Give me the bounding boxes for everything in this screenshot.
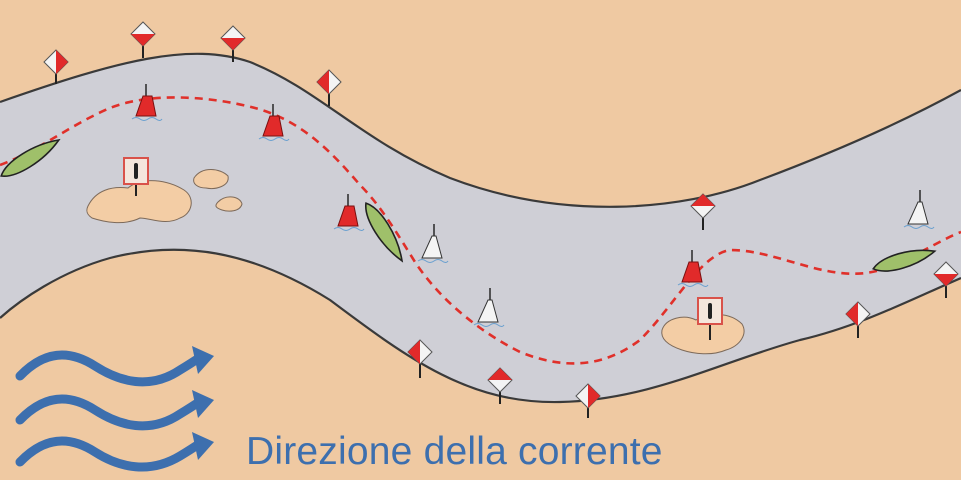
white-cone-buoy-icon	[421, 235, 443, 259]
red-cone-buoy-icon	[337, 205, 359, 227]
bank-marker-5	[690, 193, 716, 230]
bank-marker-9	[845, 301, 871, 338]
diamond-marker-icon	[690, 193, 716, 219]
white-buoy-1	[417, 224, 449, 263]
island-icon	[215, 196, 243, 212]
diamond-marker-icon	[845, 301, 871, 327]
island-icon	[193, 169, 229, 189]
island-icon	[86, 180, 192, 224]
river-bank-upper	[0, 52, 961, 208]
obstacle-sign-right	[697, 297, 723, 340]
current-arrows	[15, 346, 214, 472]
boat-icon	[0, 138, 61, 177]
diamond-marker-icon	[933, 261, 959, 287]
island-icon	[661, 314, 745, 355]
diamond-marker-icon	[130, 21, 156, 47]
diamond-marker-icon	[575, 383, 601, 409]
bank-marker-7	[487, 367, 513, 404]
diamond-marker-icon	[220, 25, 246, 51]
island-left	[86, 169, 243, 224]
red-cone-buoy-icon	[135, 95, 157, 117]
red-cone-buoy-icon	[262, 115, 284, 137]
boat-icon	[872, 249, 937, 272]
obstacle-sign-icon	[697, 297, 723, 325]
wave-arrow-icon	[15, 390, 214, 431]
current-direction-label: Direzione della corrente	[246, 430, 663, 473]
red-buoy-4	[677, 250, 709, 287]
river-bank-lower	[0, 248, 961, 404]
diamond-marker-icon	[487, 367, 513, 393]
boat-right	[872, 249, 937, 272]
obstacle-sign-left	[123, 157, 149, 196]
white-cone-buoy-icon	[477, 299, 499, 323]
red-buoy-3	[333, 194, 365, 231]
diamond-marker-icon	[43, 49, 69, 75]
red-buoy-1	[131, 84, 163, 121]
red-cone-buoy-icon	[681, 261, 703, 283]
bank-marker-10	[933, 261, 959, 298]
white-buoy-3	[903, 190, 935, 229]
bank-marker-1	[43, 49, 69, 84]
diamond-marker-icon	[316, 69, 342, 95]
wave-arrow-icon	[15, 432, 214, 472]
bank-marker-3	[220, 25, 246, 62]
boat-left	[0, 138, 61, 177]
island-right	[661, 314, 745, 355]
bank-marker-6	[407, 339, 433, 378]
bank-marker-8	[575, 383, 601, 418]
white-cone-buoy-icon	[907, 201, 929, 225]
boat-icon	[365, 202, 404, 263]
boat-middle	[365, 202, 404, 263]
diamond-marker-icon	[407, 339, 433, 365]
white-buoy-2	[473, 288, 505, 327]
bank-marker-2	[130, 21, 156, 58]
navigation-route	[0, 96, 961, 365]
wave-arrow-icon	[15, 346, 214, 387]
red-buoy-2	[258, 104, 290, 141]
bank-marker-4	[316, 69, 342, 106]
